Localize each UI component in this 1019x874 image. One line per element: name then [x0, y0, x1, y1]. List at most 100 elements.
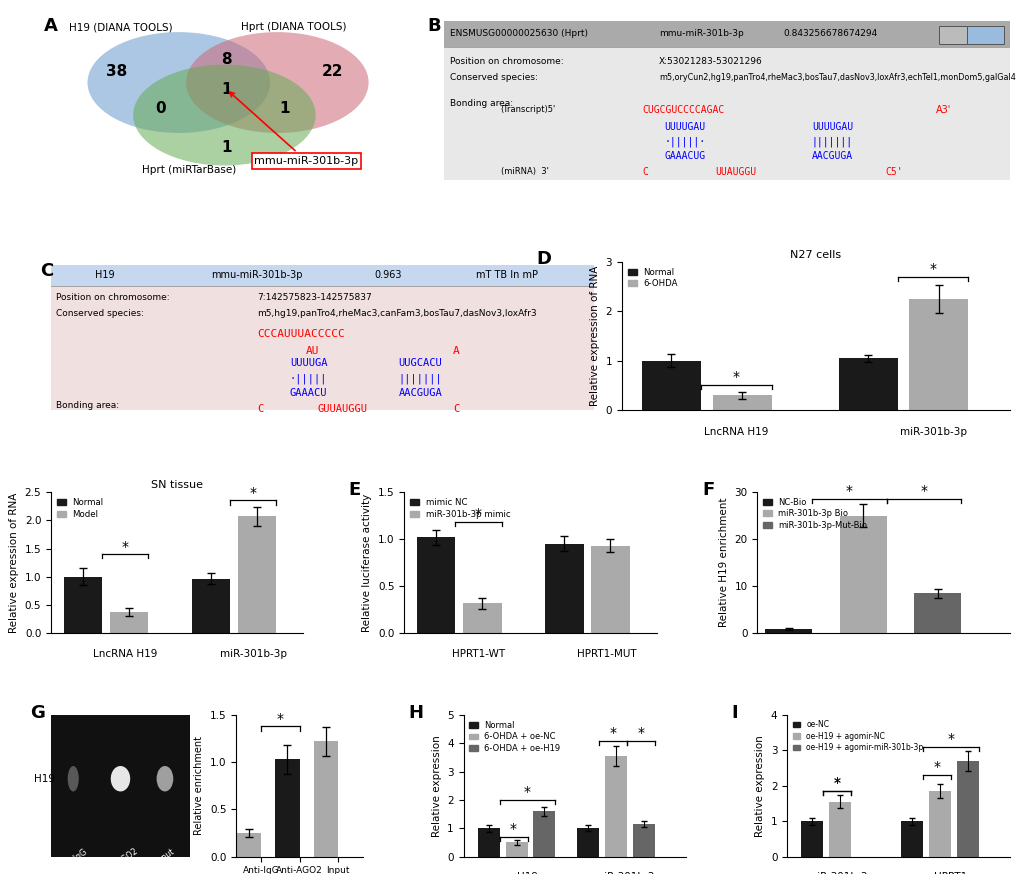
Bar [463, 603, 501, 634]
Text: G: G [31, 704, 45, 722]
Text: *: * [833, 776, 840, 790]
Ellipse shape [157, 766, 173, 792]
Bar [505, 843, 527, 857]
Bar [591, 545, 629, 634]
FancyBboxPatch shape [51, 286, 593, 410]
Text: ENSMUSG00000025630 (Hprt): ENSMUSG00000025630 (Hprt) [449, 29, 587, 38]
Bar [544, 544, 583, 634]
Text: B: B [427, 17, 440, 36]
Text: UUGCACU: UUGCACU [398, 358, 442, 368]
Text: UUAUGGU: UUAUGGU [715, 167, 756, 177]
Bar [237, 517, 276, 634]
Y-axis label: Relative expression: Relative expression [431, 735, 441, 836]
Text: 7:142575823-142575837: 7:142575823-142575837 [257, 293, 372, 302]
Text: UUUUGAU: UUUUGAU [811, 121, 852, 132]
Text: H19: H19 [517, 872, 537, 874]
Text: AU: AU [306, 346, 319, 357]
Text: C: C [641, 167, 647, 177]
Text: 1: 1 [221, 140, 231, 155]
Bar [828, 801, 850, 857]
Text: LncRNA H19: LncRNA H19 [93, 649, 157, 659]
Text: 0: 0 [155, 101, 166, 116]
Text: *: * [475, 508, 482, 522]
Text: ·|||||: ·||||| [289, 373, 327, 384]
Legend: oe-NC, oe-H19 + agomir-NC, oe-H19 + agomir-miR-301b-3p: oe-NC, oe-H19 + agomir-NC, oe-H19 + agom… [790, 719, 924, 753]
Text: Bonding area:: Bonding area: [449, 99, 513, 108]
Title: N27 cells: N27 cells [790, 250, 841, 260]
Legend: NC-Bio, miR-301b-3p Bio, miR-301b-3p-Mut-Bio: NC-Bio, miR-301b-3p Bio, miR-301b-3p-Mut… [761, 496, 868, 531]
Text: A: A [44, 17, 57, 36]
Text: GAAACUG: GAAACUG [664, 151, 705, 161]
Text: miR-301b-3p: miR-301b-3p [899, 427, 966, 437]
FancyBboxPatch shape [966, 26, 1003, 45]
Legend: mimic NC, miR-301b-3p mimic: mimic NC, miR-301b-3p mimic [409, 496, 512, 520]
Text: mmu-miR-301b-3p: mmu-miR-301b-3p [229, 92, 359, 166]
Text: Conserved species:: Conserved species: [56, 309, 144, 318]
Bar [533, 811, 555, 857]
Text: E: E [348, 481, 361, 499]
Text: Position on chromosome:: Position on chromosome: [449, 57, 562, 66]
Ellipse shape [111, 766, 130, 792]
Legend: Normal, Model: Normal, Model [55, 496, 105, 520]
Text: m5,oryCun2,hg19,panTro4,rheMac3,bosTau7,dasNov3,loxAfr3,echTel1,monDom5,galGal4: m5,oryCun2,hg19,panTro4,rheMac3,bosTau7,… [658, 73, 1015, 82]
Bar [909, 299, 967, 410]
Text: miR-301b-3p: miR-301b-3p [593, 872, 660, 874]
Text: *: * [121, 539, 128, 553]
Text: *: * [524, 785, 531, 799]
Ellipse shape [67, 766, 78, 792]
Text: LncRNA H19: LncRNA H19 [703, 427, 767, 437]
Ellipse shape [88, 32, 270, 133]
Text: |||||||: ||||||| [811, 136, 852, 147]
Bar [956, 761, 978, 857]
Text: Bonding area:: Bonding area: [56, 401, 119, 411]
Text: F: F [701, 481, 713, 499]
Text: C: C [452, 405, 459, 414]
Text: A3': A3' [935, 105, 951, 115]
Text: *: * [928, 262, 935, 276]
Bar [577, 829, 599, 857]
Text: mmu-miR-301b-3p: mmu-miR-301b-3p [211, 270, 303, 281]
Text: HPRT1-MUT: HPRT1-MUT [576, 649, 636, 659]
Text: HPRT1: HPRT1 [933, 872, 967, 874]
Text: 22: 22 [321, 64, 342, 79]
Text: *: * [932, 760, 940, 774]
Text: H: H [408, 704, 423, 722]
Bar [313, 741, 337, 857]
Bar [477, 829, 499, 857]
Text: GUUAUGGU: GUUAUGGU [317, 405, 367, 414]
Text: UUUUGAU: UUUUGAU [664, 121, 705, 132]
Text: |||||||: ||||||| [398, 373, 442, 384]
Text: *: * [250, 486, 257, 500]
Y-axis label: Relative enrichment: Relative enrichment [195, 736, 204, 836]
Text: (Transcript)5': (Transcript)5' [500, 105, 555, 114]
Text: Anti-AGO2: Anti-AGO2 [101, 847, 140, 874]
Text: I: I [731, 704, 738, 722]
Bar [800, 822, 822, 857]
FancyBboxPatch shape [443, 21, 1009, 46]
Bar [110, 612, 148, 634]
Bar [764, 629, 811, 634]
Text: miR-301b-3p: miR-301b-3p [220, 649, 286, 659]
Text: miR-301b-3: miR-301b-3 [806, 872, 866, 874]
Text: 38: 38 [106, 64, 127, 79]
FancyBboxPatch shape [51, 265, 593, 286]
Text: m5,hg19,panTro4,rheMac3,canFam3,bosTau7,dasNov3,loxAfr3: m5,hg19,panTro4,rheMac3,canFam3,bosTau7,… [257, 309, 536, 318]
Text: Hprt (DIANA TOOLS): Hprt (DIANA TOOLS) [240, 23, 346, 32]
Text: 0.843256678674294: 0.843256678674294 [783, 29, 877, 38]
Text: AACGUGA: AACGUGA [398, 388, 442, 398]
Bar [64, 577, 102, 634]
Legend: Normal, 6-OHDA + oe-NC, 6-OHDA + oe-H19: Normal, 6-OHDA + oe-NC, 6-OHDA + oe-H19 [468, 719, 561, 754]
Bar [712, 395, 770, 410]
Text: (miRNA)  3': (miRNA) 3' [500, 167, 548, 177]
Title: SN tissue: SN tissue [151, 480, 203, 489]
Text: *: * [637, 725, 644, 739]
Y-axis label: Relative H19 enrichment: Relative H19 enrichment [718, 498, 729, 628]
Bar [928, 791, 950, 857]
Text: Anti-IgG: Anti-IgG [57, 847, 89, 872]
Text: 0.963: 0.963 [374, 270, 401, 281]
Legend: Normal, 6-OHDA: Normal, 6-OHDA [626, 266, 679, 290]
Text: Input: Input [154, 847, 175, 866]
Text: C: C [40, 262, 53, 280]
Text: 1: 1 [221, 81, 231, 96]
Text: H19: H19 [96, 270, 115, 281]
